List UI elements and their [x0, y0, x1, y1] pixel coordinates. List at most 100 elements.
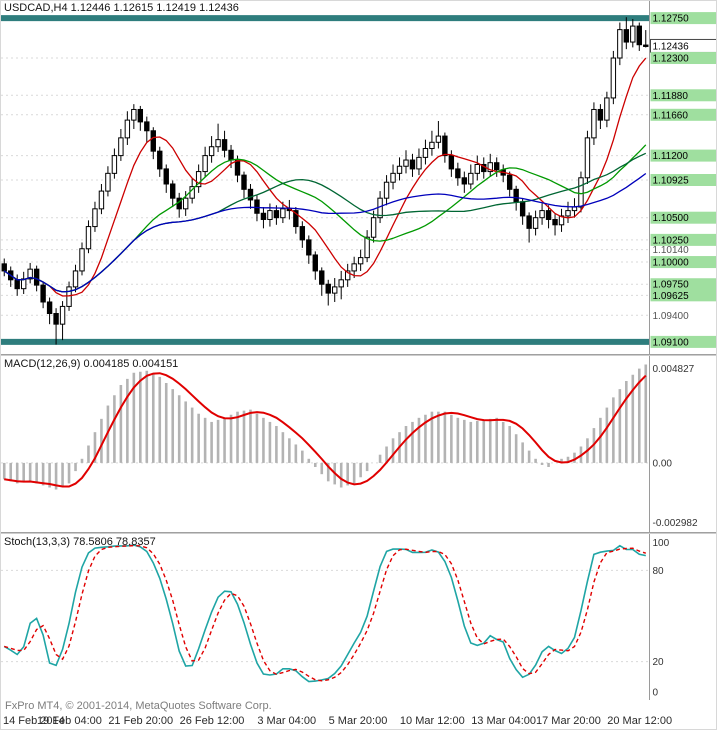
candle-body — [111, 155, 118, 174]
candle-body — [584, 137, 591, 179]
candle-body — [448, 155, 455, 170]
candle-body — [319, 270, 325, 285]
candle-body — [273, 210, 280, 219]
candle-body — [163, 168, 169, 185]
stoch-chart-canvas[interactable]: 100 80 20 0 — [1, 534, 717, 700]
macd-axis-label: 0.00 — [653, 458, 673, 469]
candle-body — [643, 44, 649, 47]
candle-body — [241, 174, 247, 190]
candle-body — [591, 108, 597, 139]
candle-body — [312, 254, 318, 272]
candle-body — [332, 286, 338, 294]
candle-body — [623, 29, 630, 43]
stoch-axis-label: 100 — [653, 538, 670, 549]
macd-label: MACD(12,26,9) 0.004185 0.004151 — [4, 358, 178, 370]
candle-body — [338, 279, 344, 288]
ma-slow-line — [3, 172, 647, 293]
candle-body — [455, 168, 461, 179]
candle-body — [390, 172, 396, 183]
stoch-indicator-name: Stoch(13,3,3) — [4, 536, 71, 548]
candle-body — [409, 159, 416, 170]
candle-body — [370, 217, 377, 238]
price-axis-label: 1.10140 — [653, 245, 690, 256]
price-axis-label: 1.10000 — [653, 258, 690, 269]
candle-body — [578, 177, 584, 208]
candle-body — [442, 135, 448, 157]
price-panel: 1.12750 1.12436 1.12300 1.11880 1.11660 1.112… — [1, 1, 717, 354]
candle-body — [558, 215, 565, 226]
time-axis-label: 20 Mar 12:00 — [607, 715, 673, 727]
candle-body — [254, 199, 260, 214]
candle-body — [474, 163, 480, 174]
candle-body — [215, 139, 221, 148]
candle-body — [351, 263, 357, 272]
candle-body — [545, 210, 552, 220]
time-axis-label: 14 Feb 2014 — [3, 715, 65, 727]
stoch-indicator-values: 78.5806 78.8357 — [73, 536, 156, 548]
panel-divider[interactable] — [1, 532, 716, 534]
price-level-tag — [650, 52, 716, 65]
candle-body — [396, 165, 403, 174]
price-level-tag — [650, 108, 716, 121]
macd-chart-canvas[interactable]: 0.004827 0.00 -0.002982 — [1, 356, 717, 532]
price-level-tag — [650, 289, 716, 302]
candle-body — [92, 208, 98, 228]
candle-body — [435, 135, 442, 143]
candle-body — [487, 162, 493, 173]
candle-body — [630, 25, 636, 43]
candle-body — [170, 183, 176, 199]
candle-body — [532, 217, 539, 229]
candle-body — [131, 108, 137, 121]
candle-body — [494, 162, 500, 171]
candle-body — [364, 236, 370, 259]
stoch-axis-label: 0 — [653, 688, 659, 699]
candle-body — [85, 226, 92, 250]
stoch-axis-label: 20 — [653, 657, 665, 668]
ohlc-values: 1.12446 1.12615 1.12419 1.12436 — [70, 2, 239, 14]
panel-divider[interactable] — [1, 354, 716, 356]
price-chart-canvas[interactable]: 1.12750 1.12436 1.12300 1.11880 1.11660 1.112… — [1, 1, 717, 354]
stoch-axis-label: 80 — [653, 566, 665, 577]
candle-body — [357, 257, 364, 265]
platform-branding: FxPro MT4, © 2001-2014, MetaQuotes Softw… — [5, 700, 272, 712]
ma-mid2-line — [3, 152, 647, 293]
macd-panel: 0.004827 0.00 -0.002982 — [1, 356, 717, 532]
time-axis-label: 26 Feb 12:00 — [179, 715, 245, 727]
candle-body — [14, 279, 20, 290]
price-axis-label: 1.10925 — [653, 176, 690, 187]
candle-body — [571, 206, 578, 212]
candle-body — [299, 226, 306, 241]
candle-body — [565, 210, 571, 217]
candle-body — [59, 305, 66, 325]
candle-body — [617, 29, 623, 59]
candle-body — [552, 218, 558, 226]
candle-body — [403, 159, 409, 167]
candle-body — [98, 190, 105, 210]
candle-body — [247, 188, 254, 201]
candle-body — [293, 210, 299, 228]
candle-body — [1, 263, 7, 272]
stoch-label: Stoch(13,3,3) 78.5806 78.8357 — [4, 536, 156, 548]
price-axis-label: 1.10250 — [653, 235, 690, 246]
candle-body — [27, 268, 33, 280]
candle-body — [610, 57, 617, 99]
price-axis-label: 1.11880 — [653, 91, 689, 102]
candle-body — [157, 150, 163, 170]
candle-body — [228, 149, 234, 161]
price-level-tag — [650, 12, 716, 25]
price-axis-label: 1.09625 — [653, 291, 690, 302]
price-axis-label: 1.12300 — [653, 54, 690, 65]
macd-indicator-values: 0.004185 0.004151 — [83, 358, 179, 370]
candle-body — [383, 181, 390, 199]
candle-body — [461, 177, 468, 185]
candle-body — [513, 188, 519, 203]
candle-body — [182, 197, 189, 210]
candle-body — [118, 137, 124, 157]
symbol-period-label: USDCAD,H4 — [4, 2, 68, 14]
candle-body — [124, 119, 131, 139]
price-level-tag — [650, 233, 716, 246]
price-level-tag — [650, 149, 716, 162]
price-axis-label: 1.09400 — [653, 311, 690, 322]
candle-body — [506, 174, 513, 190]
